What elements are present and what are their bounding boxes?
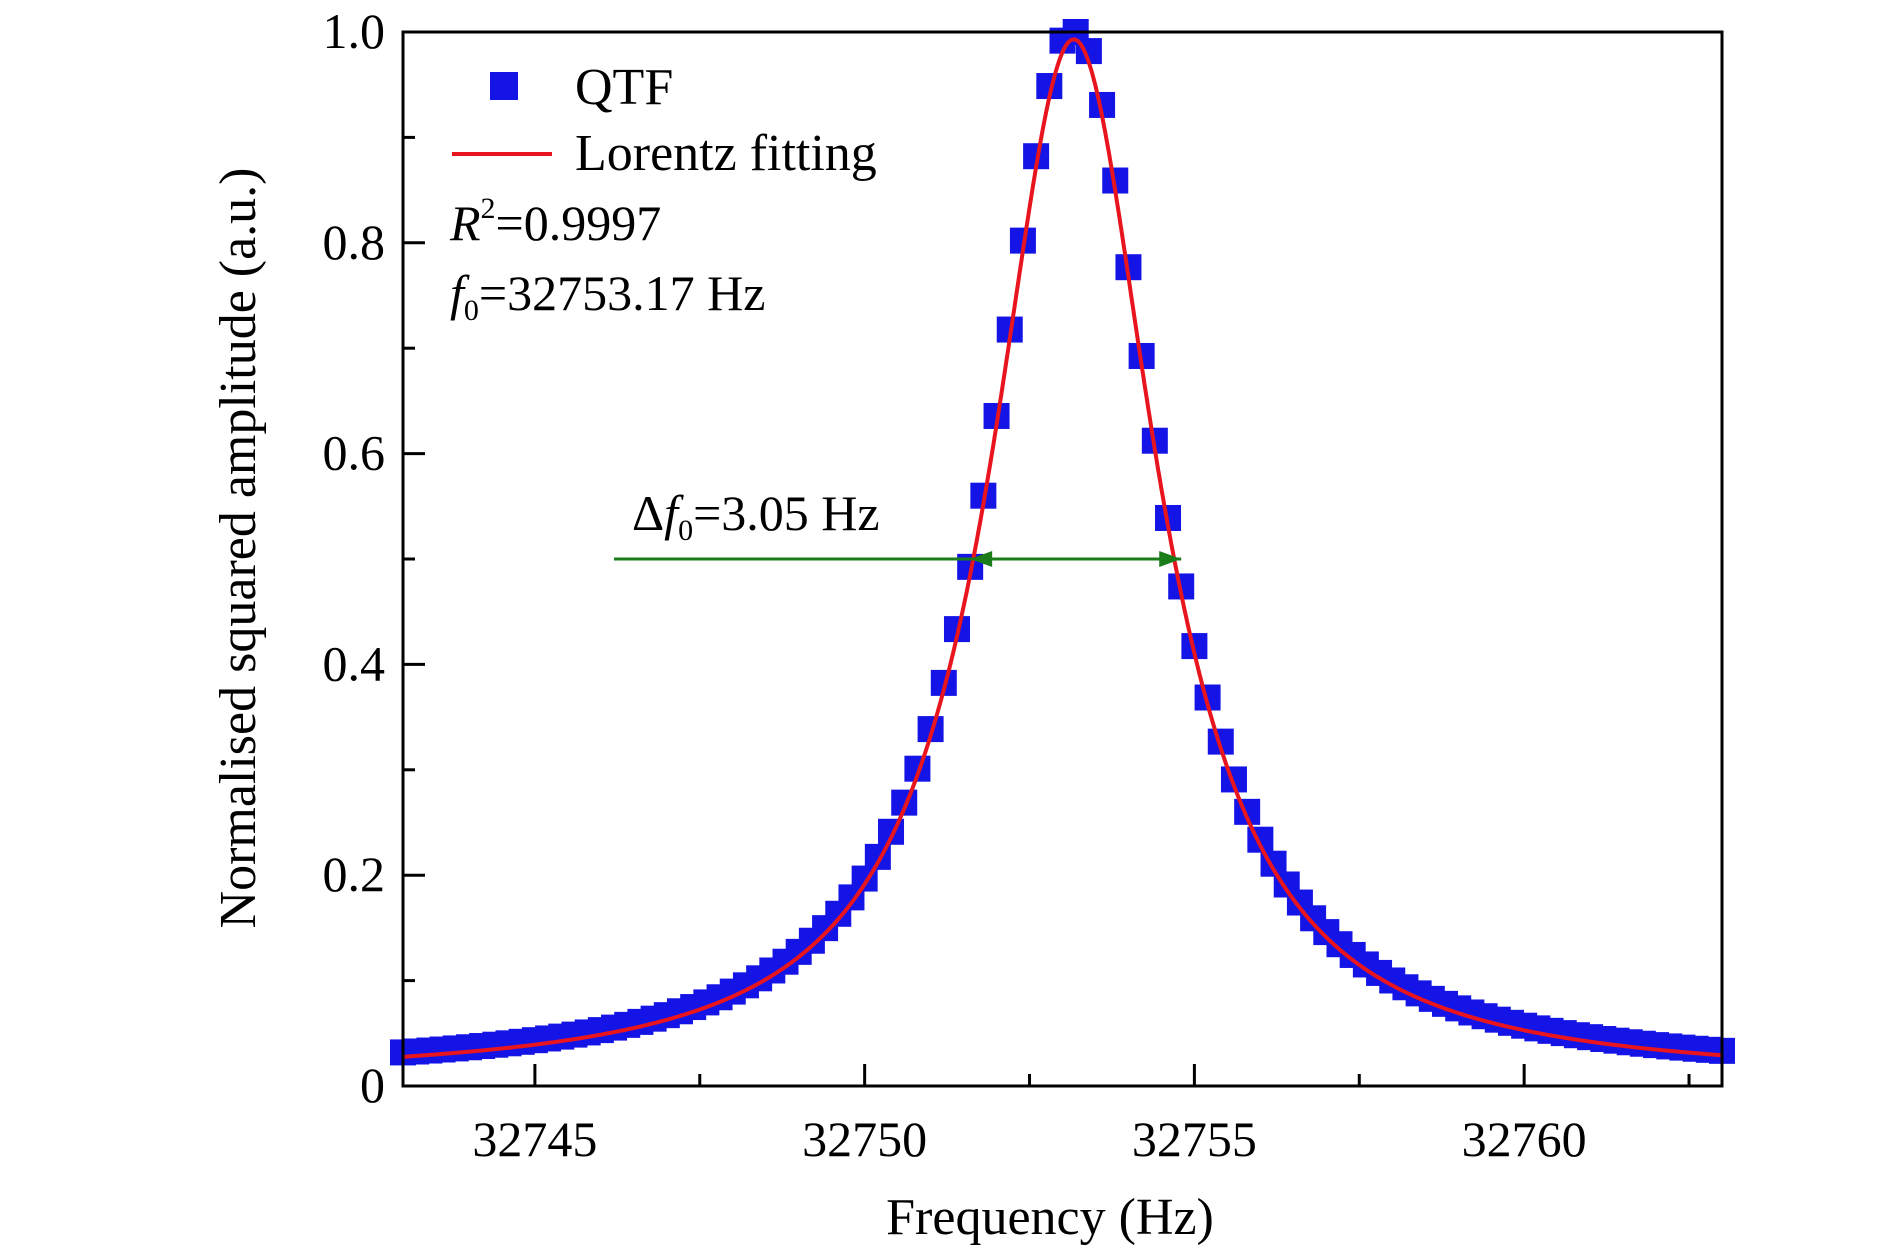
f0-annotation: f0=32753.17 Hz <box>450 265 765 327</box>
legend-marker-qtf <box>490 72 518 100</box>
x-axis-title: Frequency (Hz) <box>886 1189 1214 1246</box>
df-subscript: 0 <box>678 514 693 547</box>
y-tick-label: 0.6 <box>323 425 386 481</box>
r-squared-annotation: R2=0.9997 <box>449 192 661 251</box>
y-tick-label: 0.2 <box>323 846 386 902</box>
x-axis-ticks: 32745 32750 32755 32760 <box>472 1064 1691 1167</box>
legend-label-lorentz: Lorentz fitting <box>575 125 877 182</box>
delta-symbol: Δ <box>632 485 664 541</box>
fwhm-arrowhead-left <box>970 551 993 567</box>
r2-symbol: R <box>449 195 481 251</box>
y-tick-label: 0.4 <box>323 635 386 691</box>
x-tick-label: 32755 <box>1132 1111 1257 1167</box>
fwhm-arrow <box>614 551 1182 567</box>
df-value: =3.05 Hz <box>693 485 880 541</box>
x-tick-label: 32745 <box>472 1111 597 1167</box>
x-tick-label: 32760 <box>1462 1111 1587 1167</box>
y-axis-title: Normalised squared amplitude (a.u.) <box>210 168 267 929</box>
plot-frame <box>401 30 1724 1088</box>
legend: QTF Lorentz fitting <box>452 59 877 182</box>
f0-value: =32753.17 Hz <box>479 265 766 321</box>
x-tick-label: 32750 <box>802 1111 927 1167</box>
legend-label-qtf: QTF <box>575 59 673 116</box>
y-tick-label: 0 <box>360 1057 385 1113</box>
y-tick-label: 1.0 <box>323 3 386 59</box>
y-axis-ticks: 0 0.2 0.4 0.6 0.8 1.0 <box>323 3 425 1113</box>
y-tick-label: 0.8 <box>323 214 386 270</box>
fwhm-annotation: Δf0=3.05 Hz <box>632 485 880 547</box>
lorentz-fit-line <box>402 37 1723 1059</box>
fwhm-arrowhead-right <box>1159 551 1182 567</box>
f0-subscript: 0 <box>464 294 479 327</box>
r2-value: =0.9997 <box>496 195 662 251</box>
r2-superscript: 2 <box>481 192 496 225</box>
